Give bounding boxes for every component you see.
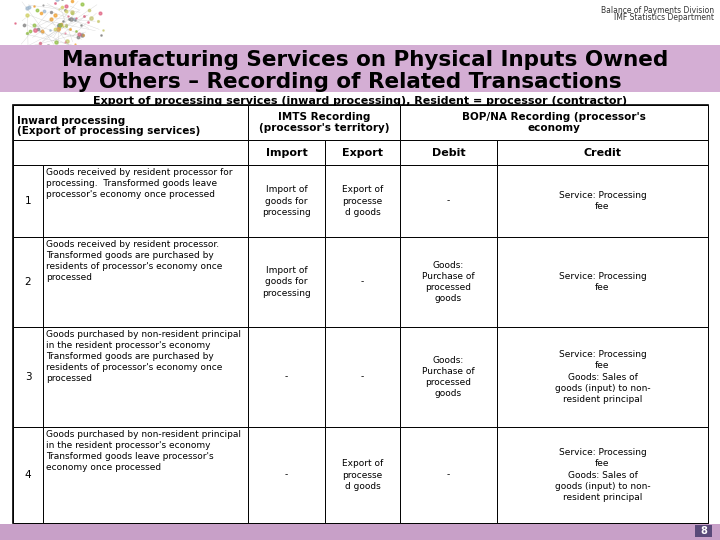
Text: -: - bbox=[361, 373, 364, 381]
Bar bbox=[695, 525, 712, 537]
Text: -: - bbox=[285, 373, 288, 381]
Text: Manufacturing Services on Physical Inputs Owned: Manufacturing Services on Physical Input… bbox=[62, 50, 668, 70]
Text: Goods purchased by non-resident principal
in the resident processor's economy
Tr: Goods purchased by non-resident principa… bbox=[46, 330, 241, 383]
Text: Balance of Payments Division: Balance of Payments Division bbox=[601, 6, 714, 15]
Bar bbox=[497, 237, 708, 327]
Bar bbox=[400, 105, 708, 140]
Bar bbox=[13, 105, 708, 523]
Bar bbox=[13, 327, 43, 427]
Text: 8: 8 bbox=[700, 526, 707, 536]
Bar bbox=[0, 524, 720, 540]
Bar bbox=[248, 165, 325, 237]
Text: Service: Processing
fee
Goods: Sales of
goods (input) to non-
resident principal: Service: Processing fee Goods: Sales of … bbox=[554, 448, 650, 502]
Bar bbox=[497, 165, 708, 237]
Bar bbox=[43, 327, 248, 427]
Text: BOP/NA Recording (processor's
economy: BOP/NA Recording (processor's economy bbox=[462, 112, 646, 133]
Text: 4: 4 bbox=[24, 470, 31, 480]
Text: 3: 3 bbox=[24, 372, 31, 382]
Bar bbox=[43, 427, 248, 523]
Bar bbox=[400, 427, 497, 523]
Text: Export of
processe
d goods: Export of processe d goods bbox=[342, 185, 383, 217]
Bar bbox=[248, 237, 325, 327]
Bar bbox=[325, 165, 400, 237]
Text: Inward processing: Inward processing bbox=[17, 116, 125, 125]
Bar bbox=[400, 140, 497, 165]
Bar bbox=[0, 0, 720, 50]
Text: by Others – Recording of Related Transactions: by Others – Recording of Related Transac… bbox=[62, 72, 621, 92]
Text: -: - bbox=[285, 470, 288, 480]
Bar bbox=[43, 237, 248, 327]
Bar bbox=[497, 140, 708, 165]
Bar bbox=[325, 427, 400, 523]
Bar bbox=[43, 165, 248, 237]
Bar bbox=[497, 327, 708, 427]
Text: 1: 1 bbox=[24, 196, 31, 206]
Text: IMF Statistics Department: IMF Statistics Department bbox=[614, 13, 714, 22]
Bar bbox=[400, 165, 497, 237]
Text: -: - bbox=[447, 197, 450, 206]
Text: Service: Processing
fee: Service: Processing fee bbox=[559, 272, 647, 292]
Text: Export: Export bbox=[342, 147, 383, 158]
Text: Credit: Credit bbox=[583, 147, 621, 158]
Bar bbox=[325, 237, 400, 327]
Bar bbox=[248, 427, 325, 523]
Text: Debit: Debit bbox=[432, 147, 465, 158]
Bar bbox=[0, 45, 720, 92]
Text: IMTS Recording
(processor's territory): IMTS Recording (processor's territory) bbox=[258, 112, 390, 133]
Bar bbox=[13, 165, 43, 237]
Bar bbox=[325, 140, 400, 165]
Text: Goods received by resident processor.
Transformed goods are purchased by
residen: Goods received by resident processor. Tr… bbox=[46, 240, 222, 282]
Bar bbox=[13, 237, 43, 327]
Text: -: - bbox=[447, 470, 450, 480]
Text: 2: 2 bbox=[24, 277, 31, 287]
Text: Service: Processing
fee: Service: Processing fee bbox=[559, 191, 647, 211]
Bar bbox=[13, 105, 248, 140]
Bar bbox=[400, 237, 497, 327]
Text: Export of processing services (inward processing), Resident = processor (contrac: Export of processing services (inward pr… bbox=[93, 96, 627, 106]
Bar bbox=[13, 427, 43, 523]
Text: Export of
processe
d goods: Export of processe d goods bbox=[342, 460, 383, 491]
Text: (Export of processing services): (Export of processing services) bbox=[17, 125, 200, 136]
Text: Goods received by resident processor for
processing.  Transformed goods leave
pr: Goods received by resident processor for… bbox=[46, 168, 233, 199]
Text: Import of
goods for
processing: Import of goods for processing bbox=[262, 266, 311, 298]
Text: Goods purchased by non-resident principal
in the resident processor's economy
Tr: Goods purchased by non-resident principa… bbox=[46, 430, 241, 472]
Text: -: - bbox=[361, 278, 364, 287]
Bar bbox=[248, 327, 325, 427]
Bar bbox=[325, 327, 400, 427]
Bar bbox=[400, 327, 497, 427]
Text: Service: Processing
fee
Goods: Sales of
goods (input) to non-
resident principal: Service: Processing fee Goods: Sales of … bbox=[554, 350, 650, 404]
Text: Goods:
Purchase of
processed
goods: Goods: Purchase of processed goods bbox=[422, 261, 474, 303]
Bar bbox=[248, 105, 400, 140]
Bar bbox=[497, 427, 708, 523]
Text: Import of
goods for
processing: Import of goods for processing bbox=[262, 185, 311, 217]
Bar bbox=[248, 140, 325, 165]
Text: Import: Import bbox=[266, 147, 307, 158]
Bar bbox=[13, 140, 248, 165]
Text: Goods:
Purchase of
processed
goods: Goods: Purchase of processed goods bbox=[422, 356, 474, 398]
